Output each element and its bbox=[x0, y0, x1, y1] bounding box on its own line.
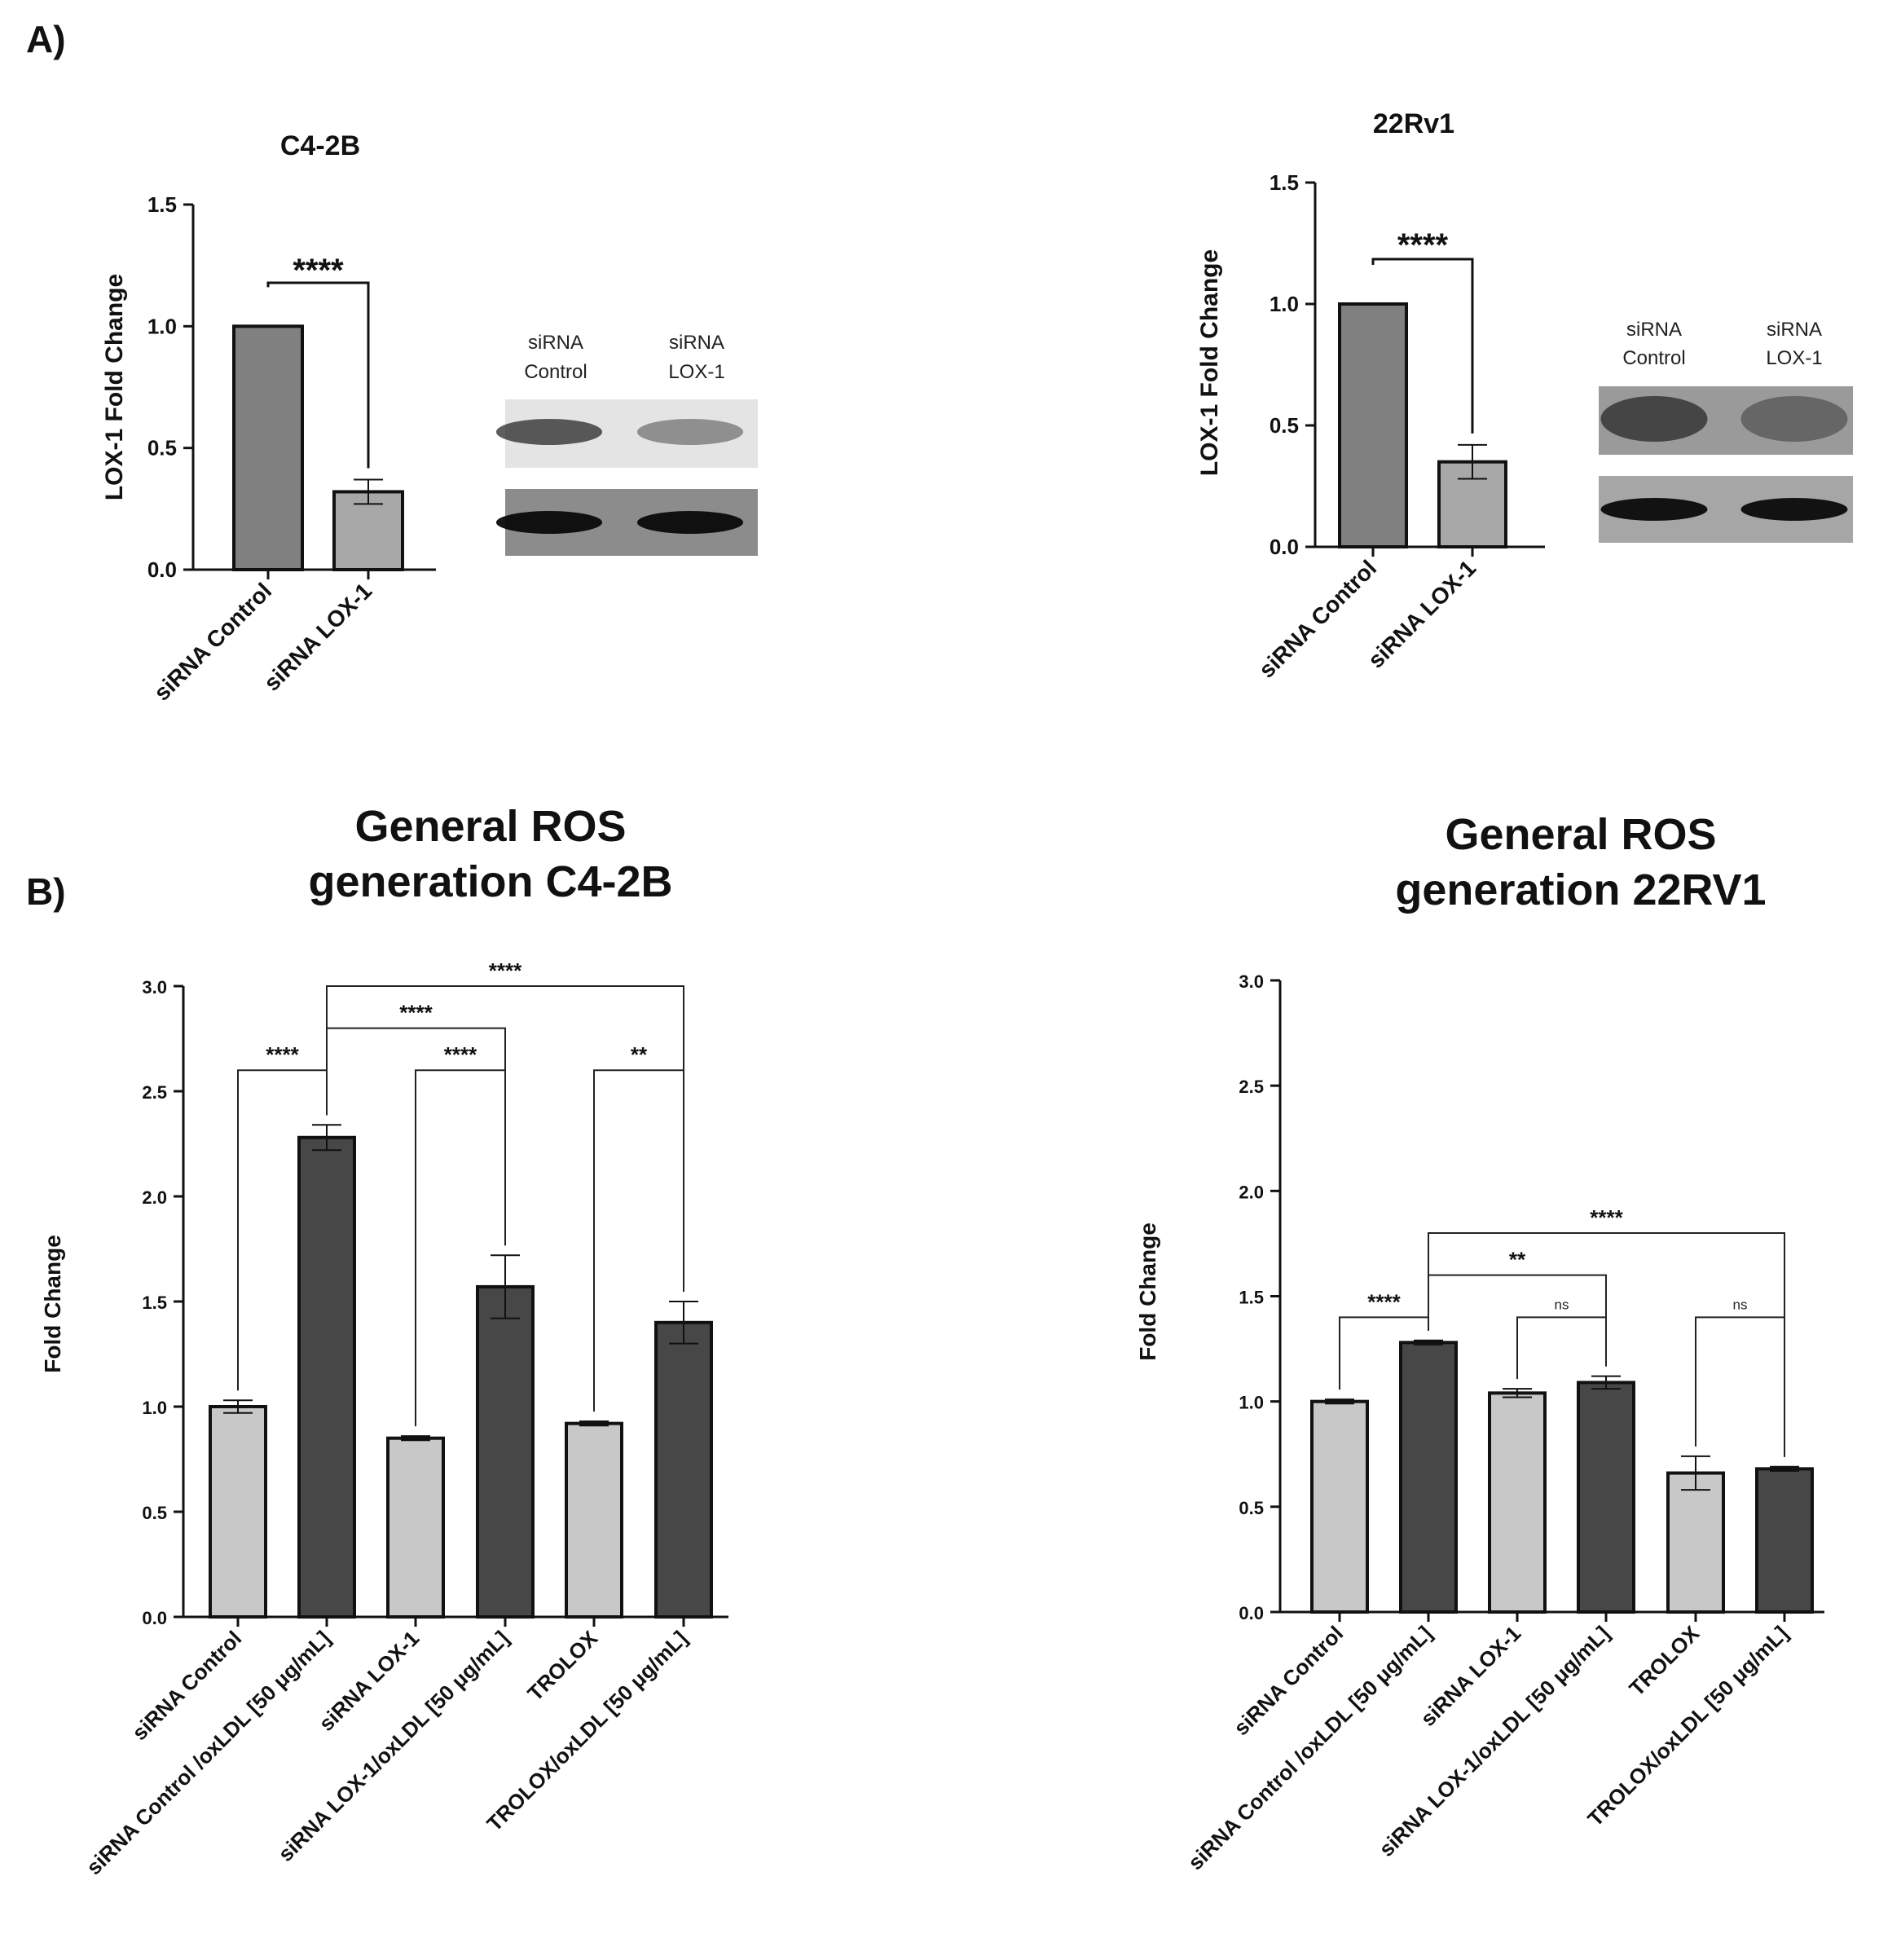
panel-label-b: B) bbox=[26, 870, 66, 913]
chart-title: 22Rv1 bbox=[1373, 108, 1454, 139]
y-tick-label: 1.5 bbox=[147, 192, 177, 217]
significance-bracket bbox=[266, 281, 370, 469]
blot-loading-band bbox=[495, 511, 603, 534]
significance-label: **** bbox=[399, 1001, 433, 1025]
significance-bracket bbox=[1428, 1232, 1785, 1457]
blot-lane-label: siRNA bbox=[1626, 319, 1682, 341]
significance-label: ** bbox=[631, 1042, 648, 1067]
chart-a2: 22Rv1 LOX-1 Fold Change 0.0 0.5 1.0 1.5 siRNA … bbox=[1196, 108, 1853, 683]
blot-band bbox=[1740, 396, 1848, 442]
x-category-label: TROLOX bbox=[1624, 1621, 1704, 1701]
blot-lane-label: Control bbox=[524, 361, 587, 383]
bar bbox=[476, 1284, 535, 1619]
y-tick-label: 0.5 bbox=[147, 436, 177, 460]
blot-lane-label: LOX-1 bbox=[668, 361, 724, 383]
y-tick-label: 0.5 bbox=[1270, 413, 1299, 438]
bar bbox=[1666, 1471, 1725, 1614]
panel-label-a: A) bbox=[26, 18, 66, 60]
significance-label: **** bbox=[266, 1042, 299, 1067]
significance-label: ns bbox=[1555, 1297, 1569, 1312]
x-category-label: siRNA Control bbox=[149, 578, 276, 705]
chart-a1: C4-2B LOX-1 Fold Change 0.0 0.5 1.0 1.5 siRNA … bbox=[101, 130, 758, 706]
y-tick-label: 2.0 bbox=[1239, 1182, 1264, 1202]
significance-label: ns bbox=[1733, 1297, 1748, 1312]
y-tick-label: 0.0 bbox=[142, 1608, 167, 1628]
chart-title: C4-2B bbox=[280, 130, 360, 161]
bar bbox=[654, 1320, 713, 1619]
x-category-label: siRNA LOX-1 bbox=[259, 578, 376, 695]
bar bbox=[1399, 1341, 1458, 1614]
significance-bracket bbox=[1516, 1316, 1607, 1380]
chart-layer: C4-2B LOX-1 Fold Change 0.0 0.5 1.0 1.5 siRNA … bbox=[40, 108, 1853, 1879]
blot-loading-band bbox=[1740, 498, 1848, 521]
bar bbox=[1577, 1381, 1635, 1614]
y-tick-label: 1.5 bbox=[142, 1293, 167, 1313]
significance-label: **** bbox=[444, 1042, 477, 1067]
bar bbox=[1310, 1399, 1369, 1614]
y-tick-label: 2.5 bbox=[1239, 1077, 1264, 1097]
blot-loading-band bbox=[636, 511, 744, 534]
significance-label: **** bbox=[1367, 1289, 1401, 1314]
y-axis-label: Fold Change bbox=[1135, 1222, 1160, 1361]
blot-band bbox=[495, 419, 603, 445]
y-tick-label: 0.0 bbox=[147, 557, 177, 582]
bar bbox=[1338, 302, 1408, 548]
y-tick-label: 2.0 bbox=[142, 1187, 167, 1208]
y-tick-label: 0.0 bbox=[1270, 535, 1299, 559]
chart-title-line-2: generation 22RV1 bbox=[1395, 865, 1766, 914]
significance-label: **** bbox=[1397, 227, 1449, 263]
y-tick-label: 0.5 bbox=[1239, 1498, 1264, 1518]
blot-lane-label: siRNA bbox=[1767, 319, 1822, 341]
significance-bracket bbox=[1371, 258, 1474, 434]
significance-label: **** bbox=[293, 253, 344, 288]
chart-b1: General ROS generation C4-2B Fold Change 0.… bbox=[40, 802, 728, 1879]
blot-lane-label: LOX-1 bbox=[1766, 347, 1822, 369]
blot-band bbox=[636, 419, 744, 445]
y-tick-label: 1.0 bbox=[142, 1398, 167, 1418]
y-tick-label: 1.5 bbox=[1239, 1288, 1264, 1308]
chart-b2: General ROS generation 22RV1 Fold Change 0.… bbox=[1135, 810, 1824, 1874]
bar bbox=[1488, 1391, 1547, 1614]
y-tick-label: 1.0 bbox=[147, 314, 177, 338]
significance-label: **** bbox=[489, 958, 522, 983]
y-axis-label: Fold Change bbox=[40, 1235, 65, 1373]
y-tick-label: 1.5 bbox=[1270, 170, 1299, 195]
significance-bracket bbox=[1695, 1316, 1785, 1457]
chart-title-line-2: generation C4-2B bbox=[308, 857, 672, 906]
x-category-label: TROLOX bbox=[522, 1626, 602, 1706]
bar bbox=[209, 1405, 267, 1619]
y-tick-label: 3.0 bbox=[1239, 971, 1264, 992]
bar bbox=[386, 1436, 445, 1619]
y-tick-label: 1.0 bbox=[1239, 1393, 1264, 1413]
blot-lane-label: siRNA bbox=[669, 332, 724, 354]
chart-title-line-1: General ROS bbox=[354, 802, 626, 851]
blot-band bbox=[1600, 396, 1708, 442]
y-tick-label: 0.0 bbox=[1239, 1603, 1264, 1623]
bar bbox=[297, 1135, 356, 1619]
western-blot-image bbox=[495, 399, 758, 556]
western-blot-image bbox=[1599, 386, 1853, 543]
x-category-label: siRNA Control bbox=[1254, 555, 1381, 682]
bar bbox=[1755, 1467, 1814, 1614]
y-tick-label: 0.5 bbox=[142, 1503, 167, 1523]
y-tick-label: 2.5 bbox=[142, 1082, 167, 1103]
chart-title-line-1: General ROS bbox=[1445, 810, 1716, 859]
blot-lane-label: siRNA bbox=[528, 332, 583, 354]
significance-bracket bbox=[326, 985, 684, 1292]
significance-label: **** bbox=[1590, 1205, 1623, 1230]
significance-label: ** bbox=[1509, 1248, 1526, 1272]
y-axis-label: LOX-1 Fold Change bbox=[1196, 249, 1223, 476]
blot-loading-band bbox=[1600, 498, 1708, 521]
blot-lane-label: Control bbox=[1622, 347, 1685, 369]
bar bbox=[232, 324, 304, 571]
bar bbox=[565, 1421, 623, 1619]
y-tick-label: 3.0 bbox=[142, 977, 167, 998]
y-tick-label: 1.0 bbox=[1270, 292, 1299, 316]
y-axis-label: LOX-1 Fold Change bbox=[101, 274, 128, 500]
